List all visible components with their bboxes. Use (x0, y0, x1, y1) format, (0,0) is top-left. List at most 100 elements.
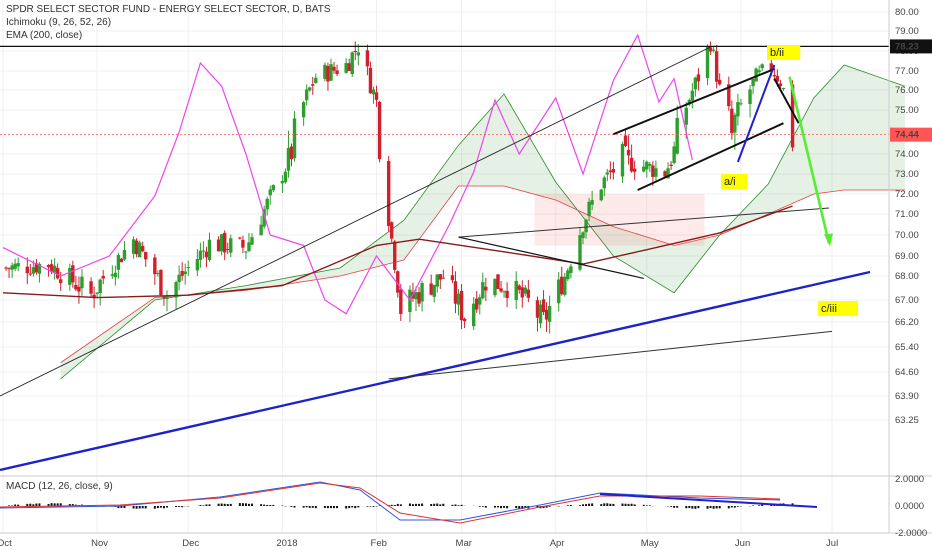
candle-body (186, 267, 190, 269)
candle-body (599, 189, 603, 201)
candle-body (353, 51, 357, 53)
candle-body (301, 102, 306, 118)
candle-body (204, 251, 209, 258)
candle-body (368, 67, 373, 94)
candle-body (37, 263, 42, 274)
candle-body (399, 289, 403, 314)
candle-body (772, 75, 777, 77)
forecast-arrow-head (824, 233, 833, 247)
candle-body (219, 234, 224, 252)
candle-body (717, 79, 722, 85)
candle-body (52, 265, 57, 273)
candle-body (95, 292, 99, 294)
candle-body (308, 87, 312, 91)
candle-body (347, 63, 351, 71)
candle-body (110, 274, 115, 276)
candle-body (778, 83, 783, 87)
candle-body (602, 177, 606, 189)
candle-body (496, 274, 500, 289)
candle-body (514, 280, 518, 300)
y-tick-label: 70.00 (895, 230, 919, 241)
candle-body (605, 172, 610, 175)
candle-body (314, 77, 318, 84)
candle-body (569, 266, 573, 274)
y-tick-label: 74.00 (895, 149, 919, 160)
candle-body (435, 274, 439, 287)
candle-body (74, 284, 78, 290)
x-tick-label: Nov (91, 538, 108, 549)
candle-body (675, 117, 679, 154)
candle-body (642, 166, 646, 172)
candle-body (781, 87, 786, 89)
candle-body (705, 46, 710, 79)
y-tick-label: 64.60 (895, 367, 919, 378)
candle-body (68, 267, 72, 285)
candle-body (459, 290, 464, 321)
candle-body (153, 257, 157, 275)
wave-label-c-iii-bg (818, 301, 858, 316)
y-tick-label: 79.00 (895, 26, 919, 37)
candle-body (16, 263, 20, 267)
candle-body (632, 168, 637, 172)
candle-body (241, 239, 245, 248)
last-price-tag: 74.44 (895, 130, 919, 141)
candle-body (159, 269, 163, 296)
candle-body (207, 239, 212, 261)
y-tick-label: 63.25 (895, 415, 919, 426)
candle-body (629, 157, 634, 172)
candle-body (80, 276, 84, 289)
candle-body (396, 271, 400, 293)
rising-wedge-line (0, 46, 711, 397)
candle-body (174, 282, 178, 298)
candle-body (162, 296, 166, 298)
candle-body (757, 70, 761, 73)
long-trendline (0, 270, 871, 472)
candle-body (626, 149, 631, 156)
x-tick-label: Oct (0, 538, 12, 549)
candle-body (268, 189, 272, 196)
channel-top (613, 68, 775, 136)
candle-body (28, 273, 33, 275)
upper-channel-line (458, 207, 830, 238)
candle-body (456, 293, 461, 305)
candle-body (708, 47, 713, 52)
candle-body (505, 290, 509, 299)
candle-body (484, 286, 488, 291)
candle-body (620, 144, 625, 177)
candle-body (180, 270, 184, 276)
candle-body (55, 267, 60, 279)
candle-body (292, 118, 297, 159)
ema-legend: EMA (200, close) (6, 30, 83, 41)
cloud-fill (60, 65, 905, 379)
y-tick-label: 67.00 (895, 295, 919, 306)
y-tick-label: 69.00 (895, 251, 919, 262)
candle-body (183, 271, 187, 275)
candle-body (247, 242, 251, 252)
wave-label-b-ii-bg (767, 45, 801, 60)
candle-body (438, 274, 442, 280)
candle-body (4, 267, 8, 269)
y-tick-label: 76.00 (895, 85, 919, 96)
candle-body (651, 165, 655, 177)
impulse-line (736, 64, 776, 163)
candle-body (663, 171, 667, 177)
candle-body (769, 63, 774, 72)
candle-body (693, 77, 698, 90)
candle-body (775, 75, 780, 82)
channel-bottom (637, 122, 784, 191)
candle-body (432, 284, 436, 297)
senkou-span-a (60, 64, 906, 380)
candle-body (493, 278, 497, 296)
candle-body (587, 201, 591, 216)
candle-body (462, 318, 467, 322)
wave-label-c-iii: c/iii (821, 303, 837, 315)
candle-body (140, 245, 145, 252)
candle-body (733, 114, 737, 133)
candle-body (666, 168, 670, 179)
candle-body (544, 309, 549, 320)
candle-body (177, 274, 181, 283)
candle-body (648, 163, 652, 166)
macd-legend: MACD (12, 26, close, 9) (6, 481, 113, 492)
candle-body (165, 296, 169, 299)
